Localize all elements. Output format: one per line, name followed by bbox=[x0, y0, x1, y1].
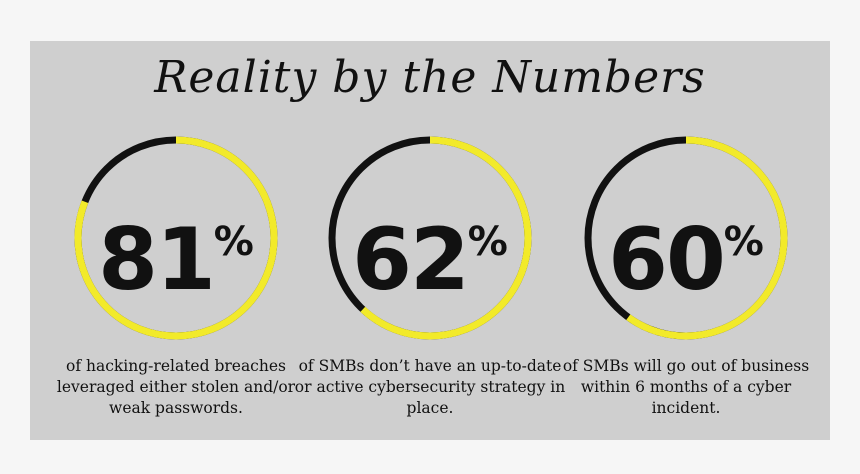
stat-caption: of hacking-related breaches leveraged ei… bbox=[56, 357, 296, 417]
stat-value: 62% bbox=[310, 192, 550, 334]
stat-value: 81% bbox=[56, 192, 296, 334]
progress-ring bbox=[328, 136, 532, 340]
ring-fill bbox=[328, 136, 532, 340]
stat-value: 60% bbox=[566, 192, 806, 334]
stat-number: 60 bbox=[608, 210, 726, 310]
stat-number: 62 bbox=[352, 210, 470, 310]
progress-ring bbox=[584, 136, 788, 340]
percent-sign: % bbox=[467, 219, 508, 265]
stat-card-2: 62% of SMBs don’t have an up-to-date or … bbox=[295, 130, 565, 430]
stat-card-1: 81% of hacking-related breaches leverage… bbox=[56, 130, 296, 430]
ring-fill bbox=[584, 136, 788, 340]
stat-number: 81 bbox=[98, 210, 216, 310]
infographic-panel bbox=[30, 41, 830, 440]
stat-card-3: 60% of SMBs will go out of business with… bbox=[563, 130, 809, 430]
stat-caption: of SMBs don’t have an up-to-date or acti… bbox=[294, 357, 566, 417]
ring-fill bbox=[74, 136, 278, 340]
page-title: Reality by the Numbers bbox=[154, 52, 706, 103]
stat-caption: of SMBs will go out of business within 6… bbox=[562, 357, 810, 417]
percent-sign: % bbox=[213, 219, 254, 265]
percent-sign: % bbox=[723, 219, 764, 265]
progress-ring bbox=[74, 136, 278, 340]
